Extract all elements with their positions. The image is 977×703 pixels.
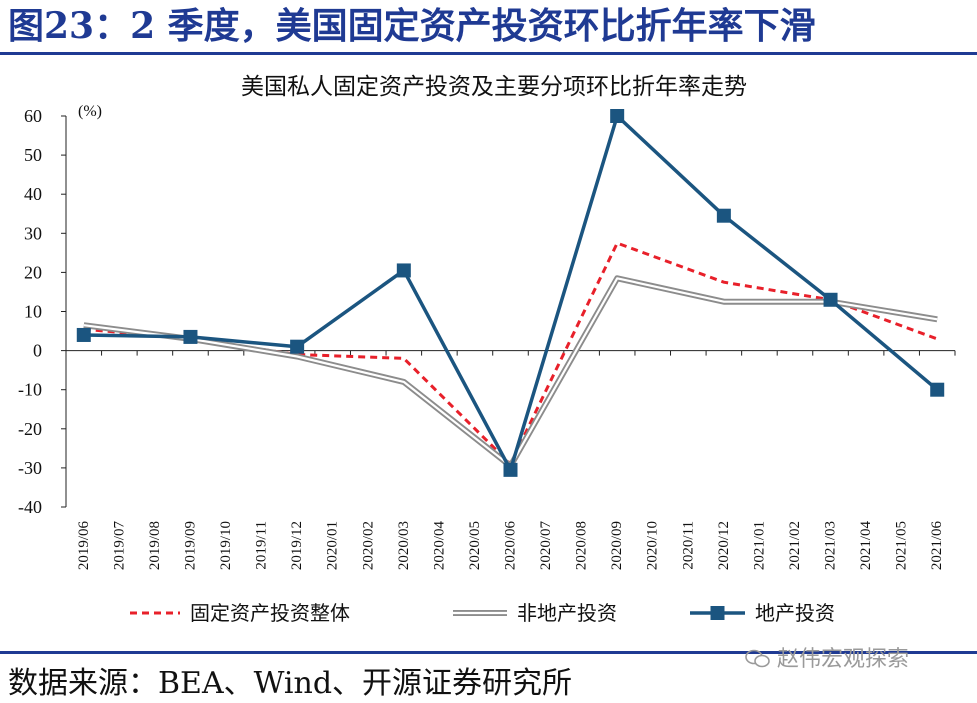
x-tick-label: 2021/04 xyxy=(858,521,874,571)
x-tick-label: 2020/09 xyxy=(609,521,625,570)
series-marker-res xyxy=(823,292,838,307)
figure-title: 图23：2 季度，美国固定资产投资环比折年率下滑 xyxy=(8,5,816,47)
legend-label: 地产投资 xyxy=(755,602,835,625)
x-tick-label: 2020/05 xyxy=(467,521,483,570)
series-marker-res xyxy=(290,339,305,354)
x-tick-label: 2020/07 xyxy=(538,521,554,571)
series-marker-res xyxy=(930,382,945,397)
watermark-text: 赵伟宏观探索 xyxy=(777,647,910,672)
x-tick-label: 2021/05 xyxy=(894,521,910,570)
title-divider xyxy=(0,52,977,55)
x-tick-label: 2019/10 xyxy=(218,521,234,570)
x-tick-label: 2019/07 xyxy=(111,521,127,571)
y-tick-label: -10 xyxy=(18,380,42,400)
x-tick-label: 2021/03 xyxy=(823,521,839,570)
series-line-res xyxy=(83,114,939,472)
x-tick-label: 2020/03 xyxy=(396,521,412,570)
y-axis-unit: (%) xyxy=(78,103,102,120)
source-note: 数据来源：BEA、Wind、开源证券研究所 xyxy=(8,666,573,701)
x-tick-label: 2020/08 xyxy=(574,521,590,570)
legend-label: 非地产投资 xyxy=(517,602,617,625)
series-marker-res xyxy=(503,462,518,477)
x-tick-label: 2020/11 xyxy=(680,521,696,570)
x-tick-label: 2020/01 xyxy=(325,521,341,570)
x-tick-label: 2019/12 xyxy=(289,521,305,570)
series-marker-res xyxy=(76,327,91,342)
x-tick-label: 2020/10 xyxy=(645,521,661,570)
y-tick-label: -40 xyxy=(18,497,42,517)
x-tick-label: 2020/06 xyxy=(503,521,519,571)
x-tick-label: 2019/11 xyxy=(254,521,270,570)
y-tick-label: 10 xyxy=(24,302,42,322)
y-tick-label: 40 xyxy=(24,184,42,204)
source-divider xyxy=(0,651,977,654)
y-tick-label: 60 xyxy=(24,106,42,126)
y-tick-label: -20 xyxy=(18,419,42,439)
y-tick-label: 50 xyxy=(24,145,42,165)
wechat-icon xyxy=(745,649,770,668)
x-tick-label: 2019/09 xyxy=(182,521,198,570)
series-marker-res xyxy=(716,208,731,223)
legend-label: 固定资产投资整体 xyxy=(190,602,350,625)
series-marker-res xyxy=(183,329,198,344)
x-tick-label: 2021/02 xyxy=(787,521,803,570)
x-tick-label: 2019/06 xyxy=(76,521,92,571)
series-line-total xyxy=(83,241,938,466)
x-tick-label: 2020/12 xyxy=(716,521,732,570)
series-line-nonres-inner xyxy=(83,277,938,467)
chart-title: 美国私人固定资产投资及主要分项环比折年率走势 xyxy=(241,74,747,99)
x-tick-label: 2020/04 xyxy=(431,521,447,571)
series-marker-res xyxy=(610,109,625,123)
y-tick-label: -30 xyxy=(18,458,42,478)
y-tick-label: 0 xyxy=(33,341,42,361)
series-line-nonres-outer xyxy=(83,275,938,469)
line-chart: 美国私人固定资产投资及主要分项环比折年率走势 (%) 60 50 40 30 20 10 0 -1… xyxy=(18,74,956,625)
legend-marker-res xyxy=(710,606,725,620)
x-tick-label: 2019/08 xyxy=(147,521,163,570)
y-tick-label: 20 xyxy=(24,262,42,282)
watermark: 赵伟宏观探索 xyxy=(745,644,909,676)
series-marker-res xyxy=(396,263,411,278)
x-tick-label: 2021/01 xyxy=(751,521,767,570)
x-tick-label: 2020/02 xyxy=(360,521,376,570)
y-tick-label: 30 xyxy=(24,223,42,243)
x-tick-label: 2021/06 xyxy=(929,521,945,571)
